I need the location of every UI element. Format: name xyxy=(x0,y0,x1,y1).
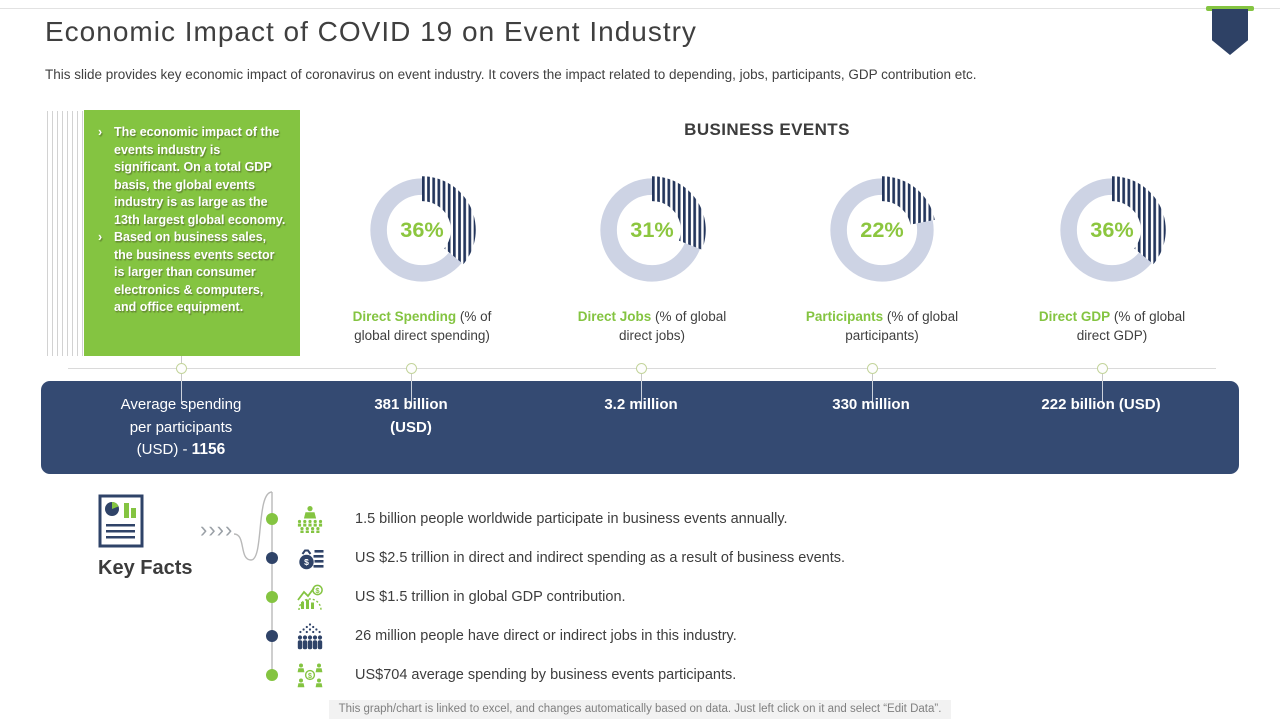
fact-text: US $1.5 trillion in global GDP contribut… xyxy=(355,589,626,605)
bookmark-ribbon-icon xyxy=(1212,9,1248,55)
donut-label-note: (% of global direct GDP) xyxy=(1076,309,1186,343)
fact-row: $ US $1.5 trillion in global GDP contrib… xyxy=(296,583,626,611)
fact-dot-green xyxy=(266,591,278,603)
chevrons-icon: ›››› xyxy=(200,517,234,542)
donut-label: Direct Spending (% of global direct spen… xyxy=(333,307,511,345)
svg-text:31%: 31% xyxy=(630,217,673,242)
slide-subtitle: This slide provides key economic impact … xyxy=(45,67,977,82)
donut-participants: 22% Participants (% of global participan… xyxy=(767,168,997,345)
section-heading: BUSINESS EVENTS xyxy=(684,120,850,139)
timeline-tick xyxy=(181,374,182,404)
svg-text:36%: 36% xyxy=(400,217,443,242)
donut-chart: 22% xyxy=(820,168,944,297)
donut-direct-spending: 36% Direct Spending (% of global direct … xyxy=(307,168,537,345)
ribbon-cap xyxy=(1206,6,1254,11)
donut-label-note: (% of global participants) xyxy=(845,309,959,343)
svg-text:$: $ xyxy=(308,673,312,680)
fact-dot-navy xyxy=(266,630,278,642)
fact-row: 1.5 billion people worldwide participate… xyxy=(296,505,788,533)
donut-label-note: (% of global direct spending) xyxy=(354,309,492,343)
fact-dot-navy xyxy=(266,552,278,564)
workforce-icon xyxy=(297,623,323,650)
stat-direct-spending-value: 381 billion (USD) xyxy=(374,396,448,436)
donut-chart: 36% xyxy=(1050,168,1174,297)
donut-label-name: Direct Spending xyxy=(352,309,457,324)
report-chart-icon xyxy=(98,494,144,553)
money-bags-icon: $ xyxy=(299,549,324,570)
donut-label-name: Direct Jobs xyxy=(577,309,652,324)
stat-direct-gdp-value: 222 billion (USD) xyxy=(1041,396,1161,413)
footer-note: This graph/chart is linked to excel, and… xyxy=(328,700,952,719)
footer-note-container: This graph/chart is linked to excel, and… xyxy=(0,699,1280,719)
stat-value: 1156 xyxy=(191,441,226,458)
donut-chart: 31% xyxy=(590,168,714,297)
fact-dot-green xyxy=(266,513,278,525)
fact-text: US $2.5 trillion in direct and indirect … xyxy=(355,550,846,566)
svg-text:$: $ xyxy=(315,586,320,595)
donut-label: Participants (% of global participants) xyxy=(793,307,971,345)
gdp-growth-icon: $ xyxy=(297,584,323,611)
facts-connector xyxy=(230,484,286,689)
timeline-tick xyxy=(411,374,412,404)
decorative-pinstripes xyxy=(47,111,84,356)
timeline-node-icon xyxy=(867,363,878,374)
donut-label: Direct Jobs (% of global direct jobs) xyxy=(563,307,741,345)
fact-text: 1.5 billion people worldwide participate… xyxy=(355,511,788,527)
donut-chart-row: 36% Direct Spending (% of global direct … xyxy=(307,168,1227,345)
fact-row: $ US $2.5 trillion in direct and indirec… xyxy=(296,544,845,572)
fact-text: 26 million people have direct or indirec… xyxy=(355,628,737,644)
callout-bullet: › The economic impact of the events indu… xyxy=(98,124,288,229)
slide-top-border xyxy=(0,8,1280,9)
timeline-tick xyxy=(872,374,873,404)
stats-bar: Average spending per participants (USD) … xyxy=(41,381,1239,474)
bullet-marker-icon: › xyxy=(98,125,103,139)
timeline-node-icon xyxy=(1097,363,1108,374)
key-facts-heading: Key Facts xyxy=(98,557,193,579)
svg-text:$: $ xyxy=(304,557,309,567)
impact-callout-box: › The economic impact of the events indu… xyxy=(84,110,300,356)
stat-participants-value: 330 million xyxy=(832,396,910,413)
timeline-tick xyxy=(641,374,642,404)
donut-label: Direct GDP (% of global direct GDP) xyxy=(1023,307,1201,345)
fact-row: 26 million people have direct or indirec… xyxy=(296,622,737,650)
fact-text: US$704 average spending by business even… xyxy=(355,667,737,683)
stat-direct-jobs-value: 3.2 million xyxy=(604,396,678,413)
callout-bullet-text: The economic impact of the events indust… xyxy=(114,125,286,227)
svg-text:22%: 22% xyxy=(860,217,903,242)
donut-label-name: Direct GDP xyxy=(1038,309,1111,324)
donut-direct-gdp: 36% Direct GDP (% of global direct GDP) xyxy=(997,168,1227,345)
timeline-uptick xyxy=(181,356,182,364)
callout-bullet-text: Based on business sales, the business ev… xyxy=(114,230,275,314)
timeline-node-icon xyxy=(636,363,647,374)
presenter-audience-icon xyxy=(297,506,323,533)
donut-label-name: Participants xyxy=(805,309,884,324)
donut-direct-jobs: 31% Direct Jobs (% of global direct jobs… xyxy=(537,168,767,345)
participant-spending-icon: $ xyxy=(297,663,323,688)
callout-bullet: › Based on business sales, the business … xyxy=(98,229,288,317)
timeline-tick xyxy=(1102,374,1103,404)
timeline-node-icon xyxy=(176,363,187,374)
bullet-marker-icon: › xyxy=(98,230,103,244)
svg-text:36%: 36% xyxy=(1090,217,1133,242)
stat-average-spending: Average spending per participants (USD) … xyxy=(120,396,242,458)
page-title: Economic Impact of COVID 19 on Event Ind… xyxy=(45,16,697,47)
donut-label-note: (% of global direct jobs) xyxy=(618,309,727,343)
donut-chart: 36% xyxy=(360,168,484,297)
fact-dot-green xyxy=(266,669,278,681)
timeline-node-icon xyxy=(406,363,417,374)
fact-row: $ US$704 average spending by business ev… xyxy=(296,661,736,689)
